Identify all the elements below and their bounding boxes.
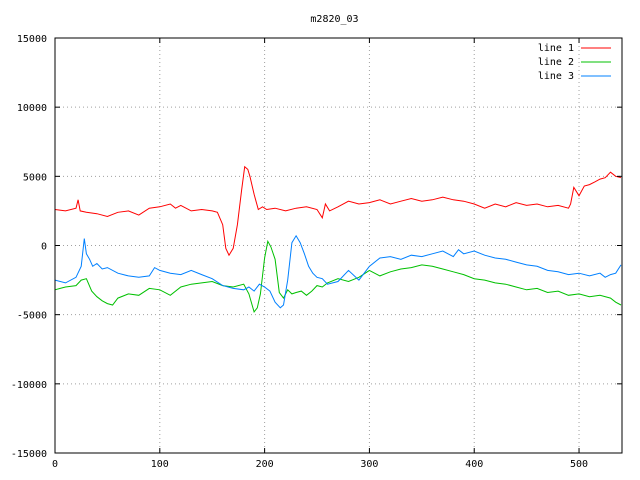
x-tick-label: 400 [465,459,483,470]
legend: line 1 line 2 line 3 [538,43,611,82]
x-tick-label: 300 [360,459,378,470]
y-tick-label: -10000 [11,380,47,391]
y-tick-label: -15000 [11,449,47,460]
x-tick-label: 500 [570,459,588,470]
x-tick-label: 100 [151,459,169,470]
x-tick-label: 200 [256,459,274,470]
chart-title: m2820_03 [310,14,358,25]
series-line-1 [54,165,622,257]
series-line-2 [54,239,622,313]
legend-label: line 1 [538,43,574,54]
y-tick-label: 5000 [23,172,47,183]
plot-area [54,165,622,313]
x-tick-label: 0 [52,459,58,470]
y-tick-label: 15000 [17,34,47,45]
y-tick-label: 0 [41,242,47,253]
series-line-3 [54,234,622,309]
legend-label: line 3 [538,71,574,82]
y-tick-label: 10000 [17,103,47,114]
axes-frame [54,37,623,454]
grid [55,38,622,453]
y-tick-label: -5000 [17,311,47,322]
axis-ticks: 0 100 200 300 400 500 -15000 -10000 -5000 0 5000 10… [11,34,622,470]
legend-label: line 2 [538,57,574,68]
